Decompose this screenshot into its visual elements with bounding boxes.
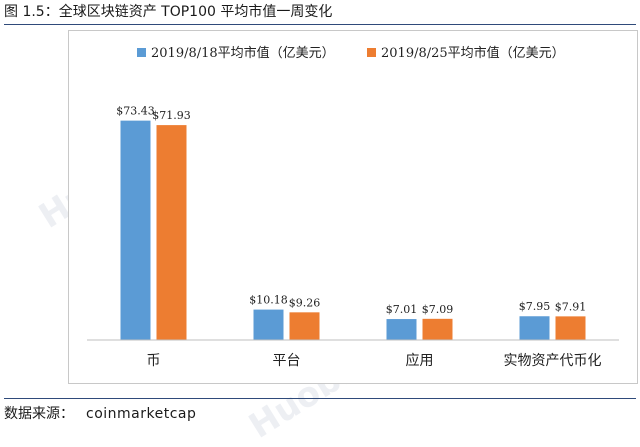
bar-series-1 bbox=[253, 309, 284, 340]
bar-series-1 bbox=[519, 316, 550, 340]
legend: 2019/8/18平均市值（亿美元） 2019/8/25平均市值（亿美元） bbox=[137, 45, 565, 61]
bar-value-label: $10.18 bbox=[249, 294, 288, 307]
category-labels-group: 币 平台 应用 实物资产代币化 bbox=[147, 352, 602, 369]
bar-value-label: $9.26 bbox=[289, 296, 321, 309]
figure-title: 图 1.5：全球区块链资产 TOP100 平均市值一周变化 bbox=[4, 2, 636, 25]
bars-group bbox=[120, 120, 586, 341]
footer-divider bbox=[4, 398, 636, 399]
source-value: coinmarketcap bbox=[86, 406, 197, 422]
bar-value-label: $7.01 bbox=[386, 303, 418, 316]
legend-label-series-2: 2019/8/25平均市值（亿美元） bbox=[381, 45, 565, 61]
legend-swatch-series-2 bbox=[367, 48, 376, 57]
value-labels-group: $73.43$71.93 $10.18 $9.26 $7.01 $7.09 $7.95 $7… bbox=[116, 105, 586, 316]
chart-area: 2019/8/18平均市值（亿美元） 2019/8/25平均市值（亿美元） $7… bbox=[68, 30, 638, 384]
category-label: 应用 bbox=[406, 352, 434, 369]
bar-value-label: $7.91 bbox=[555, 300, 587, 313]
category-label: 实物资产代币化 bbox=[504, 353, 602, 369]
bar-value-label: $7.09 bbox=[422, 303, 454, 316]
bar-value-label: $71.93 bbox=[152, 109, 191, 122]
bar-value-label: $7.95 bbox=[519, 300, 551, 313]
bar-series-1 bbox=[386, 319, 417, 340]
bar-series-2 bbox=[422, 318, 453, 340]
category-label: 平台 bbox=[273, 353, 301, 369]
category-label: 币 bbox=[147, 353, 161, 369]
bar-series-2 bbox=[289, 312, 320, 340]
bar-series-2 bbox=[555, 316, 586, 340]
bar-series-1 bbox=[120, 120, 151, 341]
source-label: 数据来源： bbox=[4, 406, 74, 422]
bar-chart: 2019/8/18平均市值（亿美元） 2019/8/25平均市值（亿美元） $7… bbox=[87, 45, 619, 369]
source-note: 数据来源： coinmarketcap bbox=[4, 404, 196, 424]
bar-series-2 bbox=[156, 125, 187, 340]
legend-label-series-1: 2019/8/18平均市值（亿美元） bbox=[151, 45, 335, 61]
legend-swatch-series-1 bbox=[137, 48, 146, 57]
bar-value-label: $73.43 bbox=[116, 105, 155, 118]
